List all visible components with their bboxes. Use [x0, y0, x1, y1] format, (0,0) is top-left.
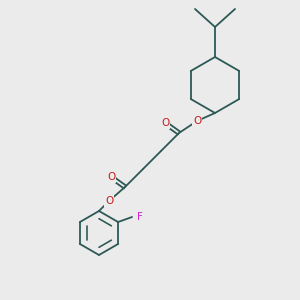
Text: O: O [107, 172, 115, 182]
Text: F: F [137, 212, 143, 222]
Text: O: O [105, 196, 113, 206]
Text: O: O [193, 116, 201, 126]
Text: O: O [161, 118, 169, 128]
